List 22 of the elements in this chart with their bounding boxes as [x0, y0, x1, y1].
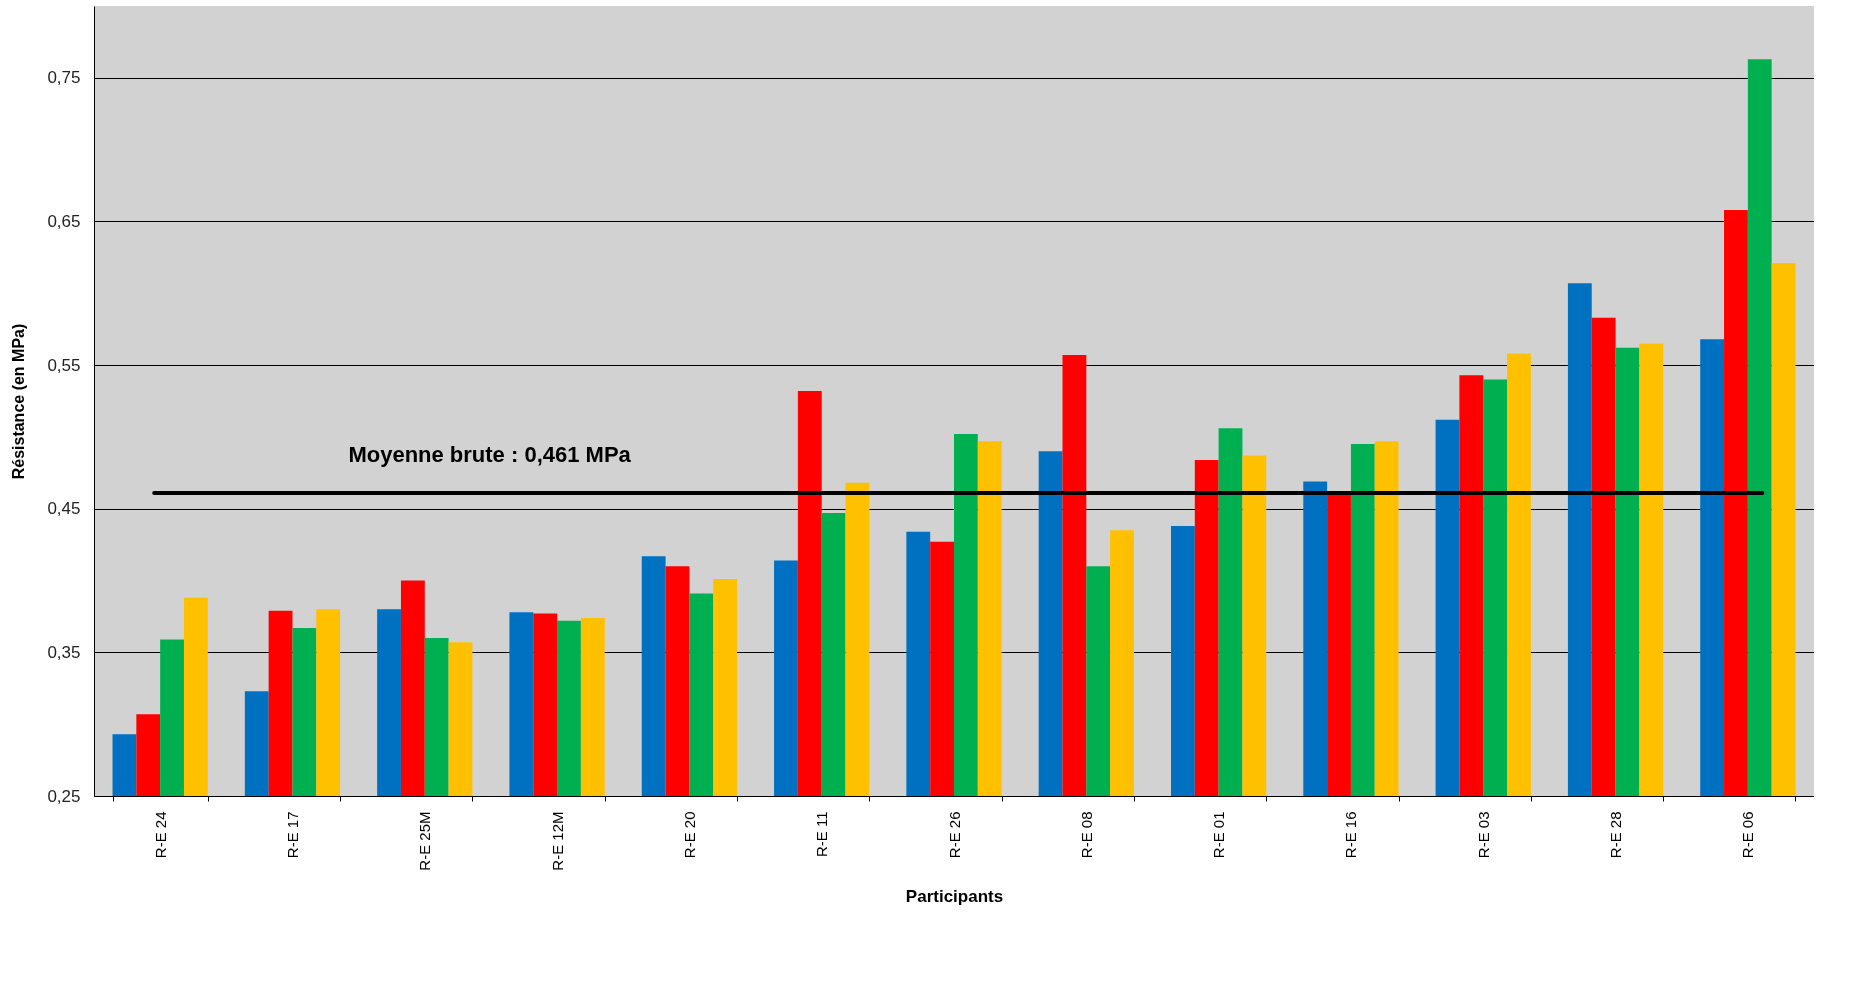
x-tick-label: R-E 11	[813, 811, 831, 858]
x-tick-label: R-E 28	[1607, 811, 1625, 859]
x-tick-label: R-E 17	[283, 811, 301, 859]
y-tick-label: 0,75	[47, 68, 81, 88]
x-tick-label: R-E 03	[1474, 811, 1492, 859]
y-tick-label: 0,35	[47, 642, 81, 662]
x-tick-label: R-E 24	[151, 811, 169, 859]
x-tick-label: R-E 08	[1077, 811, 1095, 859]
y-tick-label: 0,45	[47, 499, 81, 519]
y-tick-label: 0,55	[47, 355, 81, 375]
x-tick-label: R-E 25M	[416, 811, 434, 871]
x-tick-label: R-E 16	[1342, 811, 1360, 859]
y-axis-title: Résistance (en MPa)	[10, 323, 28, 480]
x-axis-title: Participants	[905, 886, 1004, 906]
x-tick-label: R-E 20	[680, 811, 698, 859]
x-tick-label: R-E 01	[1210, 811, 1228, 859]
x-tick-label: R-E 06	[1739, 811, 1757, 859]
y-tick-label: 0,65	[47, 211, 81, 231]
x-tick-label: R-E 12M	[548, 811, 566, 871]
x-tick-label: R-E 26	[945, 811, 963, 859]
y-tick-label: 0,25	[47, 786, 81, 806]
ref-line-label: Moyenne brute : 0,461 MPa	[348, 441, 632, 467]
